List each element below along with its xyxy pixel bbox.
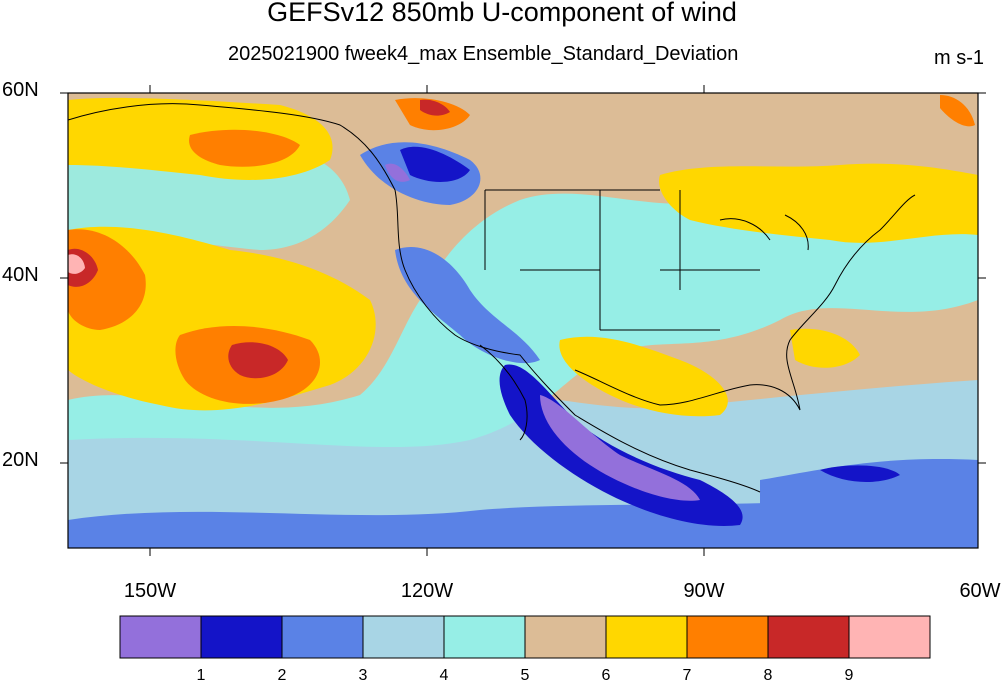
- colorbar-swatch: [605, 615, 688, 659]
- field-orange-gulfalaska: [189, 129, 300, 167]
- axis-ticks: [60, 85, 986, 556]
- field-yellow-southeast: [790, 328, 860, 368]
- colorbar-label: 4: [439, 667, 449, 684]
- field-blue-caribbean: [760, 459, 978, 548]
- field-purple-mexico: [540, 395, 700, 501]
- map-frame: [67, 92, 979, 549]
- lon-label-120w: 120W: [400, 580, 454, 602]
- coastline-alaska-bc: [68, 103, 396, 191]
- lon-label-90w: 90W: [683, 580, 725, 602]
- field-pink-west: [68, 254, 85, 274]
- coastline-gulf-east: [574, 194, 916, 411]
- colorbar-swatch: [767, 615, 850, 659]
- lat-label-40n: 40N: [2, 264, 39, 286]
- units-label: m s-1: [934, 47, 984, 69]
- colorbar-label: 6: [601, 667, 611, 684]
- plot-title: GEFSv12 850mb U-component of wind: [267, 0, 737, 27]
- colorbar-swatch: [281, 615, 364, 659]
- lat-label-20n: 20N: [2, 449, 39, 471]
- colorbar: [119, 615, 931, 659]
- field-yellow-greatlakes: [659, 163, 978, 243]
- field-red-bc: [420, 99, 450, 116]
- colorbar-label: 5: [520, 667, 530, 684]
- field-blue-southband: [68, 490, 978, 548]
- colorbar-swatch: [524, 615, 607, 659]
- colorbar-label: 7: [682, 667, 692, 684]
- colorbar-label: 3: [358, 667, 368, 684]
- coastline-baja: [479, 344, 528, 441]
- field-darkblue-caribbean: [820, 465, 900, 482]
- field-blue-westus: [395, 246, 540, 364]
- colorbar-swatch: [200, 615, 283, 659]
- field-yellow-texas: [559, 336, 728, 417]
- coastline-west: [394, 189, 761, 493]
- contour-field: [68, 93, 978, 548]
- colorbar-label: 1: [196, 667, 206, 684]
- colorbar-label: 2: [277, 667, 287, 684]
- colorbar-swatch: [443, 615, 526, 659]
- colorbar-swatch: [362, 615, 445, 659]
- field-red-pacific: [228, 342, 288, 379]
- field-darkblue-bc: [400, 146, 470, 182]
- lat-label-60n: 60N: [2, 79, 39, 101]
- lon-label-60w: 60W: [959, 580, 1001, 602]
- colorbar-swatch: [119, 615, 202, 659]
- state-borders: [484, 189, 760, 331]
- field-cyan-swath: [68, 193, 978, 448]
- great-lakes: [719, 214, 809, 251]
- plot-subtitle: 2025021900 fweek4_max Ensemble_Standard_…: [228, 43, 739, 65]
- coastlines: [68, 103, 916, 493]
- colorbar-label: 8: [763, 667, 773, 684]
- colorbar-label: 9: [844, 667, 854, 684]
- colorbar-swatch: [686, 615, 769, 659]
- colorbar-swatch: [848, 615, 931, 659]
- field-purple-bc: [385, 163, 410, 182]
- lon-label-150w: 150W: [123, 580, 177, 602]
- field-orange-labrador: [940, 95, 975, 127]
